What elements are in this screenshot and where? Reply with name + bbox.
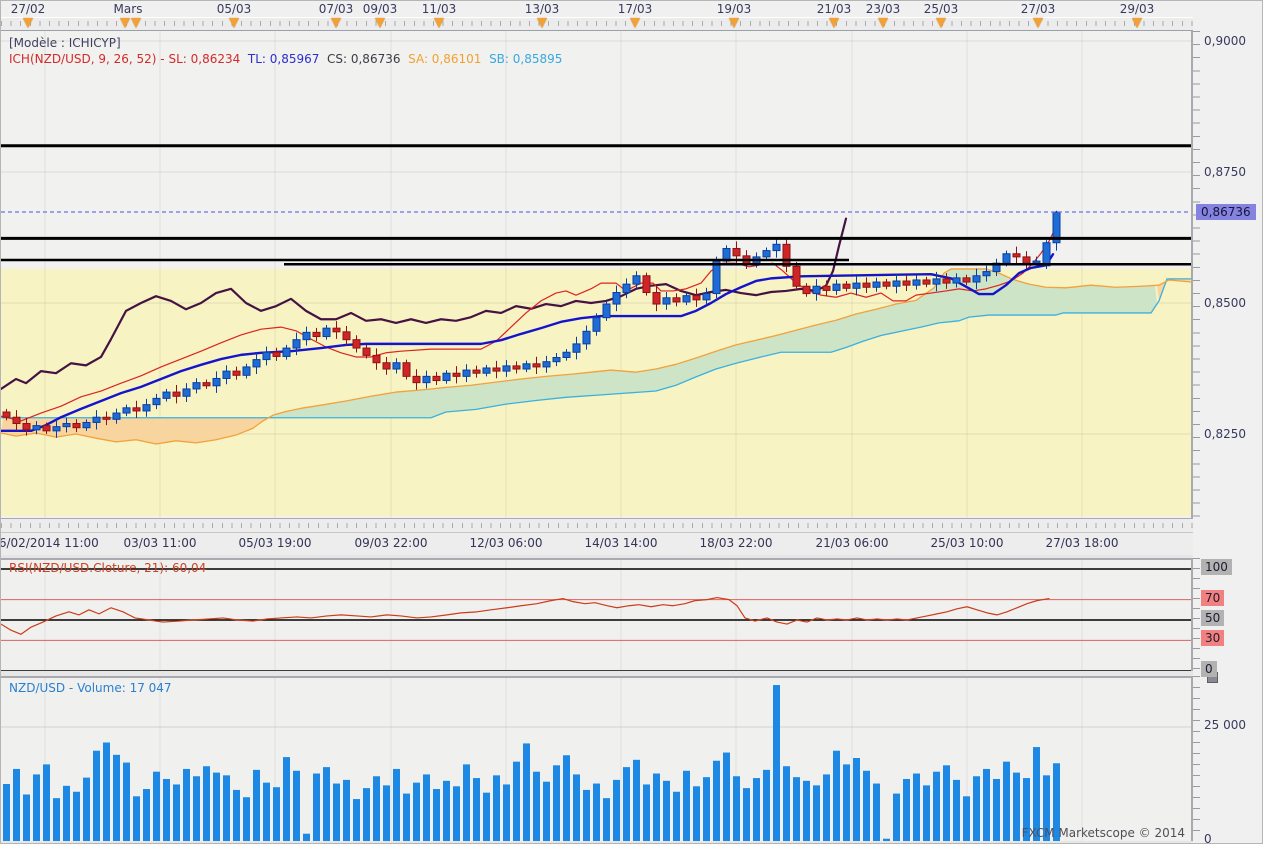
date-marker-icon	[131, 18, 141, 28]
top-date-label: 11/03	[421, 2, 457, 16]
rsi-axis-label: 70	[1201, 589, 1225, 606]
bottom-date-label: 21/03 06:00	[815, 536, 889, 550]
date-marker-icon	[23, 18, 33, 28]
bottom-date-label: 09/03 22:00	[354, 536, 428, 550]
top-date-label: 17/03	[617, 2, 653, 16]
bottom-date-label: 14/03 14:00	[584, 536, 658, 550]
volume-axis-label: 0	[1204, 832, 1212, 844]
price-axis-column[interactable]: 0,9000 0,8750 0,8500 0,8250 0,86736 100 70 50 30…	[1193, 1, 1262, 844]
top-date-label: 05/03	[216, 2, 252, 16]
bottom-ruler	[1, 518, 1193, 533]
bottom-date-label: 18/03 22:00	[699, 536, 773, 550]
bottom-date-label: 12/03 06:00	[469, 536, 543, 550]
top-date-label: 19/03	[716, 2, 752, 16]
date-marker-icon	[120, 18, 130, 28]
rsi-axis-label: 100	[1201, 559, 1232, 575]
rsi-axis-ticks	[1193, 558, 1200, 671]
price-axis-label: 0,8250	[1204, 427, 1246, 441]
top-date-label: 21/03	[816, 2, 852, 16]
rsi-axis-label: 30	[1201, 630, 1225, 647]
date-marker-icon	[630, 18, 640, 28]
bottom-date-label: 05/03 19:00	[238, 536, 312, 550]
price-axis-ticks	[1193, 31, 1200, 518]
price-axis-label: 0,8500	[1204, 296, 1246, 310]
bottom-date-label: 25/03 10:00	[930, 536, 1004, 550]
top-date-label: 23/03	[865, 2, 901, 16]
date-marker-icon	[229, 18, 239, 28]
price-chart-panel[interactable]: [Modèle : ICHICYP] ICH(NZD/USD, 9, 26, 5…	[1, 31, 1193, 518]
date-marker-icon	[331, 18, 341, 28]
top-date-labels: 27/02 Mars 05/03 07/03 09/03 11/03 13/03 17/03 1…	[1, 1, 1193, 17]
top-date-axis: 27/02 Mars 05/03 07/03 09/03 11/03 13/03 17/03 1…	[1, 1, 1193, 31]
date-marker-icon	[936, 18, 946, 28]
volume-canvas[interactable]	[1, 678, 1191, 841]
top-date-label: Mars	[113, 2, 143, 16]
current-price-tag: 0,86736	[1196, 204, 1256, 221]
top-date-label: 29/03	[1119, 2, 1155, 16]
date-marker-icon	[375, 18, 385, 28]
bottom-date-label: 03/03 11:00	[123, 536, 197, 550]
rsi-axis-label: 50	[1201, 610, 1225, 626]
top-date-label: 13/03	[524, 2, 560, 16]
top-date-label: 27/03	[1020, 2, 1056, 16]
rsi-panel[interactable]: RSI(NZD/USD.Cloture, 21): 60,04	[1, 558, 1193, 671]
date-marker-icon	[434, 18, 444, 28]
rsi-axis-label: 0	[1201, 661, 1217, 677]
top-ruler	[1, 17, 1193, 31]
top-date-label: 25/03	[923, 2, 959, 16]
price-chart-canvas[interactable]	[1, 31, 1193, 518]
bottom-date-labels: 26/02/2014 11:00 03/03 11:00 05/03 19:00 09…	[1, 533, 1193, 555]
price-axis-label: 0,9000	[1204, 34, 1246, 48]
top-date-label: 09/03	[362, 2, 398, 16]
volume-axis-ticks	[1193, 676, 1200, 841]
date-marker-icon	[537, 18, 547, 28]
top-date-label: 07/03	[318, 2, 354, 16]
date-marker-icon	[829, 18, 839, 28]
volume-axis-label: 25 000	[1204, 718, 1246, 732]
rsi-canvas[interactable]	[1, 560, 1191, 671]
date-marker-icon	[878, 18, 888, 28]
volume-panel[interactable]: NZD/USD - Volume: 17 047 FXCM Marketscop…	[1, 676, 1193, 841]
bottom-date-label: 27/03 18:00	[1045, 536, 1119, 550]
date-marker-icon	[1132, 18, 1142, 28]
date-marker-icon	[729, 18, 739, 28]
bottom-date-label: 26/02/2014 11:00	[0, 536, 99, 550]
date-marker-icon	[1033, 18, 1043, 28]
price-axis-label: 0,8750	[1204, 165, 1246, 179]
top-date-label: 27/02	[10, 2, 46, 16]
